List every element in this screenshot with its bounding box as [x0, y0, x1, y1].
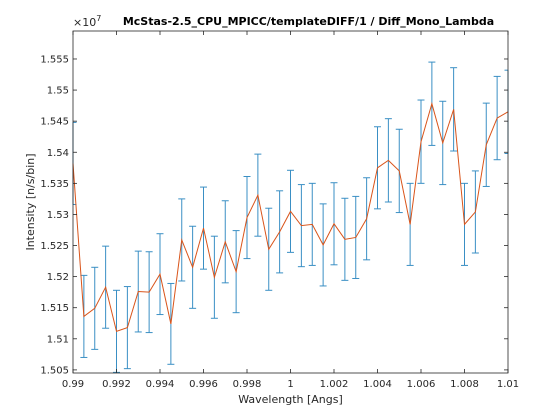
x-axis-label: Wavelength [Angs] [238, 393, 343, 406]
y-tick-label-7: 1.54 [47, 148, 69, 159]
y-tick-label-6: 1.535 [40, 179, 69, 190]
x-tick-label-1: 0.992 [102, 379, 131, 390]
y-tick-label-1: 1.51 [47, 334, 69, 345]
y-axis-exponent-base: ×10 [73, 16, 96, 29]
x-tick-label-6: 1.002 [320, 379, 349, 390]
x-tick-label-2: 0.994 [146, 379, 175, 390]
x-tick-label-8: 1.006 [407, 379, 436, 390]
x-tick-label-0: 0.99 [62, 379, 84, 390]
y-tick-label-4: 1.525 [40, 241, 69, 252]
series-line [72, 101, 509, 332]
y-tick-label-5: 1.53 [47, 210, 69, 221]
y-tick-label-9: 1.55 [47, 86, 69, 97]
y-tick-label-0: 1.505 [40, 365, 69, 376]
chart-title: McStas-2.5_CPU_MPICC/templateDIFF/1 / Di… [123, 15, 494, 28]
x-tick-label-7: 1.004 [363, 379, 392, 390]
y-axis: 1.505 1.51 1.515 1.52 1.525 1.53 1.535 1.54 1.54… [40, 54, 508, 376]
y-axis-exponent-power: 7 [96, 14, 101, 23]
y-tick-label-2: 1.515 [40, 303, 69, 314]
y-tick-label-3: 1.52 [47, 272, 69, 283]
x-tick-label-5: 1 [287, 379, 293, 390]
x-axis: 0.99 0.992 0.994 0.996 0.998 1 1.002 1.004 1.006… [62, 31, 519, 390]
y-tick-label-8: 1.545 [40, 117, 69, 128]
x-tick-label-9: 1.008 [450, 379, 479, 390]
y-axis-label: Intensity [n/s/bin] [24, 153, 37, 250]
y-tick-label-10: 1.555 [40, 54, 69, 65]
y-axis-exponent: ×107 [73, 14, 101, 29]
x-tick-label-4: 0.998 [233, 379, 262, 390]
x-tick-label-10: 1.01 [497, 379, 519, 390]
x-tick-label-3: 0.996 [189, 379, 218, 390]
